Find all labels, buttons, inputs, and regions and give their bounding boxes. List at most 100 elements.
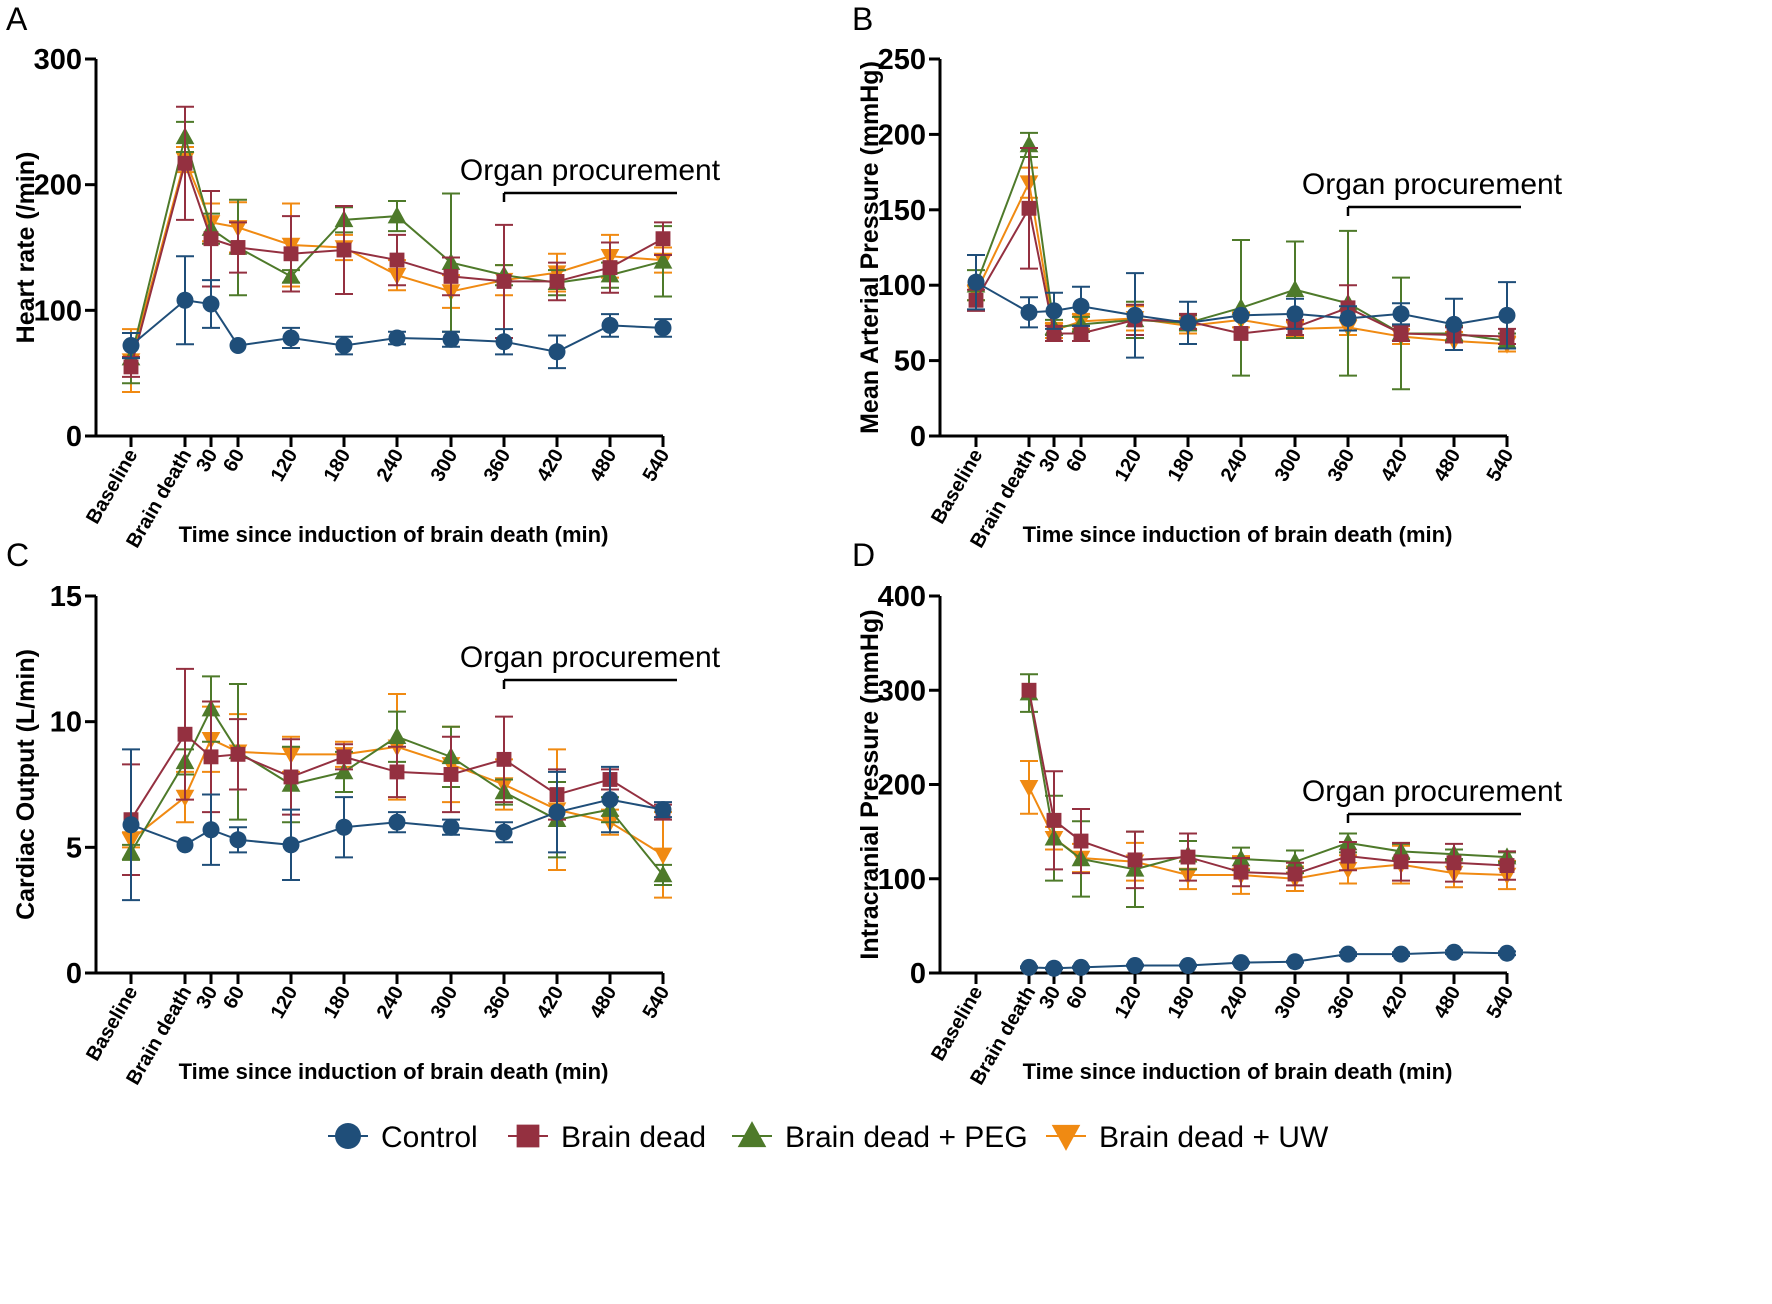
x-tick-label: 180: [320, 983, 356, 1023]
data-point: [282, 836, 300, 854]
panel-letter: A: [6, 1, 28, 37]
series-control: [122, 748, 672, 902]
data-point: [653, 865, 673, 883]
x-tick-label: 120: [267, 446, 303, 486]
data-point: [548, 803, 566, 821]
data-point: [602, 260, 618, 276]
data-point: [202, 821, 220, 839]
data-point: [1393, 854, 1409, 870]
data-point: [967, 273, 985, 291]
data-point: [389, 252, 405, 268]
data-point: [1179, 314, 1197, 332]
x-tick-label: 300: [427, 983, 463, 1023]
procurement-annotation: Organ procurement: [1302, 168, 1563, 201]
x-tick-label: Baseline: [927, 983, 987, 1065]
data-point: [1232, 954, 1250, 972]
x-tick-label: Baseline: [82, 446, 142, 528]
data-point: [442, 330, 460, 348]
y-tick-label: 0: [66, 958, 82, 990]
data-point: [230, 240, 246, 255]
x-tick-label: 180: [320, 446, 356, 486]
data-point: [1393, 326, 1409, 341]
data-point: [1339, 945, 1357, 963]
data-point: [1072, 297, 1090, 315]
data-point: [388, 329, 406, 347]
data-point: [1498, 306, 1516, 324]
y-tick-label: 250: [878, 44, 926, 76]
series-brain-dead: [1021, 682, 1516, 890]
data-point: [1339, 309, 1357, 327]
data-point: [1019, 780, 1039, 798]
data-point: [1499, 858, 1515, 873]
data-point: [1126, 956, 1144, 974]
data-point: [283, 246, 299, 262]
data-point: [495, 823, 513, 841]
y-tick-label: 0: [66, 421, 82, 453]
data-point: [1340, 848, 1356, 864]
data-point: [387, 727, 407, 745]
data-point: [601, 791, 619, 809]
data-point: [601, 316, 619, 334]
legend-item-brain-dead-peg: Brain dead + PEG: [732, 1121, 1028, 1154]
data-point: [1073, 326, 1089, 341]
x-axis-label: Time since induction of brain death (min…: [179, 1059, 609, 1084]
legend-item-brain-dead: Brain dead: [508, 1121, 706, 1154]
series-control: [967, 254, 1516, 359]
x-tick-label: 420: [533, 446, 569, 486]
data-point: [389, 764, 405, 780]
y-tick-label: 200: [34, 170, 82, 202]
series-line: [1028, 951, 1508, 970]
data-point: [335, 818, 353, 836]
x-tick-label: 120: [267, 983, 303, 1023]
data-point: [1286, 953, 1304, 971]
data-point: [1020, 958, 1038, 976]
x-tick-label: 420: [533, 983, 569, 1023]
y-tick-label: 100: [878, 270, 926, 302]
procurement-annotation: Organ procurement: [460, 641, 721, 674]
y-tick-label: 300: [878, 675, 926, 707]
legend-label: Control: [381, 1121, 478, 1154]
x-tick-label: 30: [1035, 446, 1065, 476]
data-point: [1285, 280, 1305, 297]
data-point: [1045, 959, 1063, 977]
data-point: [1285, 852, 1305, 870]
legend-marker: [1051, 1124, 1081, 1151]
data-point: [442, 818, 460, 836]
data-point: [1021, 682, 1037, 698]
data-point: [282, 329, 300, 347]
series-line: [130, 737, 664, 856]
x-tick-label: 240: [1217, 446, 1253, 486]
y-axis-label: Mean Arterial Pressure (mmHg): [856, 61, 884, 434]
x-tick-label: 540: [1483, 446, 1519, 486]
data-point: [388, 813, 406, 831]
data-point: [176, 291, 194, 309]
x-tick-label: 120: [1111, 983, 1147, 1023]
x-tick-label: 60: [219, 446, 249, 476]
x-tick-label: 300: [1271, 446, 1307, 486]
data-point: [1045, 302, 1063, 320]
data-point: [123, 359, 139, 375]
x-tick-label: 180: [1164, 446, 1200, 486]
data-point: [387, 206, 407, 224]
series-control: [1020, 943, 1516, 977]
x-tick-label: Baseline: [82, 983, 142, 1065]
x-tick-label: 300: [1271, 983, 1307, 1023]
x-tick-label: 480: [586, 446, 622, 486]
data-point: [202, 295, 220, 313]
data-point: [1446, 855, 1462, 871]
x-tick-label: 360: [1324, 983, 1360, 1023]
data-point: [203, 231, 219, 247]
legend: Control Brain dead Brain dead + PEG Brain d…: [328, 1121, 1329, 1154]
data-point: [1179, 956, 1197, 974]
x-tick-label: 360: [1324, 446, 1360, 486]
x-tick-label: 30: [192, 446, 222, 476]
y-tick-label: 150: [878, 195, 926, 227]
x-tick-label: 300: [427, 446, 463, 486]
data-point: [1021, 200, 1037, 216]
legend-item-brain-dead-uw: Brain dead + UW: [1046, 1121, 1329, 1154]
data-point: [1392, 305, 1410, 323]
series-control: [122, 255, 672, 370]
y-tick-label: 200: [878, 770, 926, 802]
data-point: [495, 333, 513, 351]
